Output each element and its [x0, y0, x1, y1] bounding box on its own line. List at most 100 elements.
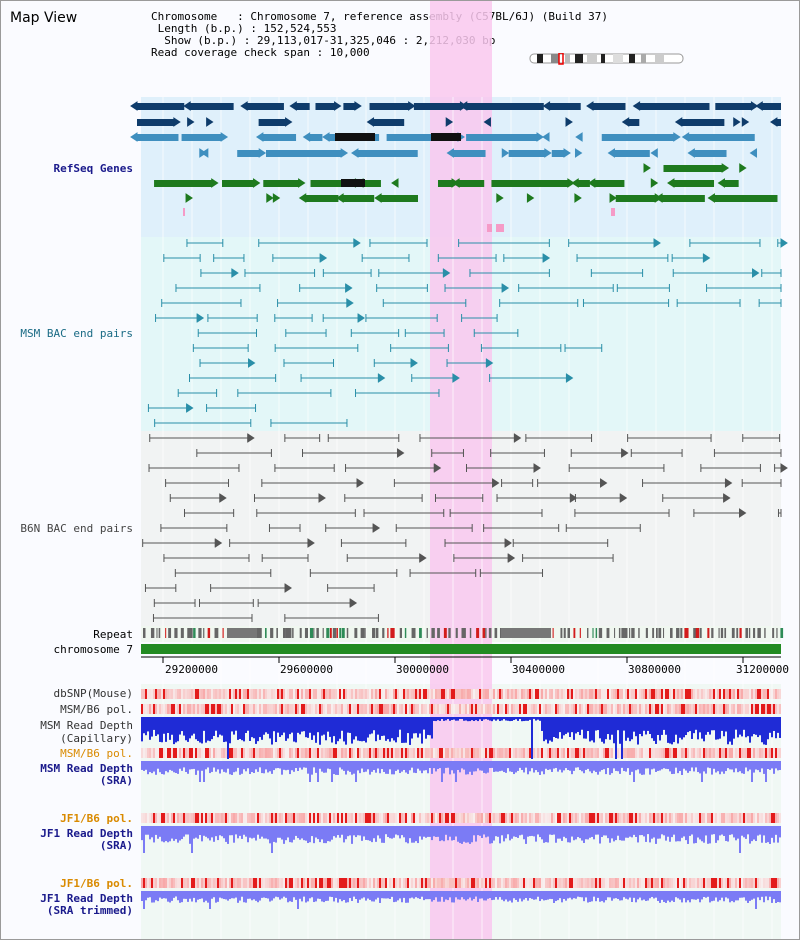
jf1-sra-depth-bar	[637, 826, 639, 843]
repeat-element	[485, 628, 487, 638]
jf1-sra-trimmed-depth-bar	[615, 891, 617, 899]
jf1-b6-pol-cell	[319, 878, 321, 888]
jf1-sra-depth-bar	[233, 826, 235, 843]
dbsnp-cell	[245, 689, 247, 699]
jf1-sra-trimmed-depth-bar	[463, 891, 465, 900]
track-label-msm-b6-pol-1[interactable]: MSM/B6 pol.	[60, 703, 133, 716]
msm-sra-depth-bar	[161, 761, 163, 775]
jf1-b6-pol-cell	[287, 813, 289, 823]
track-label-msm-depth-cap[interactable]: MSM Read Depth	[40, 719, 133, 732]
msm-b6-pol-cell	[409, 704, 411, 714]
jf1-b6-pol-cell	[187, 813, 189, 823]
jf1-b6-pol-cell	[593, 813, 595, 823]
msm-sra-depth-bar	[217, 761, 219, 770]
msm-sra-depth-bar	[771, 761, 773, 769]
msm-sra-depth-bar	[429, 761, 431, 769]
msm-b6-pol-cell	[627, 748, 629, 758]
track-label-jf1-b6-pol-2[interactable]: JF1/B6 pol.	[60, 877, 133, 890]
track-label-dbsnp[interactable]: dbSNP(Mouse)	[53, 687, 133, 700]
track-label-repeat[interactable]: Repeat	[93, 628, 133, 641]
jf1-b6-pol-cell	[751, 813, 753, 823]
jf1-sra-trimmed-depth-bar	[249, 891, 251, 899]
dbsnp-cell	[353, 689, 355, 699]
msm-b6-pol-cell	[361, 748, 363, 758]
jf1-b6-pol-cell	[413, 813, 415, 823]
dbsnp-cell	[773, 689, 775, 699]
track-label-jf1-depth[interactable]: JF1 Read Depth	[40, 827, 133, 840]
msm-b6-pol-cell	[335, 748, 337, 758]
jf1-b6-pol-cell	[609, 813, 611, 823]
jf1-b6-pol-cell	[313, 878, 315, 888]
repeat-element	[443, 628, 447, 638]
jf1-b6-pol-cell	[777, 813, 779, 823]
msm-capillary-depth-bar	[295, 717, 297, 743]
dbsnp-cell	[319, 689, 321, 699]
msm-capillary-depth-bar	[599, 717, 601, 739]
jf1-b6-pol-cell	[557, 878, 559, 888]
jf1-b6-pol-cell	[213, 878, 215, 888]
jf1-sra-depth-bar	[421, 826, 423, 840]
track-label-chromosome[interactable]: chromosome 7	[53, 643, 133, 656]
jf1-b6-pol-cell	[149, 813, 151, 823]
msm-capillary-depth-bar	[247, 717, 249, 731]
track-label-refseq[interactable]: RefSeq Genes	[53, 162, 133, 175]
msm-sra-depth-bar	[255, 761, 257, 770]
dbsnp-cell	[317, 689, 319, 699]
msm-sra-depth-bar	[201, 761, 203, 771]
dbsnp-cell	[339, 689, 341, 699]
msm-sra-depth-bar	[357, 761, 359, 771]
msm-sra-depth-bar	[695, 761, 697, 768]
msm-b6-pol-cell	[277, 748, 279, 758]
jf1-sra-depth-bar	[589, 826, 591, 838]
jf1-b6-pol-cell	[303, 813, 305, 823]
msm-capillary-depth-bar	[163, 717, 165, 734]
jf1-b6-pol-cell	[401, 813, 403, 823]
jf1-b6-pol-cell	[413, 878, 415, 888]
jf1-sra-depth-bar	[207, 826, 209, 839]
jf1-b6-pol-cell	[259, 878, 261, 888]
gene-block	[508, 150, 545, 157]
jf1-b6-pol-cell	[571, 878, 573, 888]
jf1-sra-depth-bar	[397, 826, 399, 836]
msm-b6-pol-cell	[677, 704, 679, 714]
msm-capillary-depth-bar	[571, 717, 573, 733]
jf1-sra-trimmed-depth-bar	[421, 891, 423, 897]
jf1-sra-trimmed-depth-bar	[637, 891, 639, 900]
msm-capillary-depth-bar	[175, 717, 177, 743]
msm-sra-depth-bar	[757, 761, 759, 771]
jf1-b6-pol-cell	[141, 813, 143, 823]
jf1-b6-pol-cell	[551, 813, 553, 823]
jf1-b6-pol-cell	[739, 813, 741, 823]
track-label-jf1-depth-trim[interactable]: JF1 Read Depth	[40, 892, 133, 905]
msm-capillary-depth-bar	[171, 717, 173, 735]
track-label-msm-bac[interactable]: MSM BAC end pairs	[20, 327, 133, 340]
msm-sra-depth-bar	[399, 761, 401, 774]
feature-arrow	[298, 178, 306, 188]
track-label-jf1-b6-pol-1[interactable]: JF1/B6 pol.	[60, 812, 133, 825]
jf1-b6-pol-cell	[371, 878, 373, 888]
track-label-msm-b6-pol-2[interactable]: MSM/B6 pol.	[60, 747, 133, 760]
jf1-sra-trimmed-depth-bar	[341, 891, 343, 902]
dbsnp-cell	[209, 689, 211, 699]
msm-capillary-depth-bar	[753, 717, 755, 735]
chromosome-ideogram[interactable]	[529, 53, 685, 65]
track-label-msm-depth-sra[interactable]: MSM Read Depth	[40, 762, 133, 775]
jf1-b6-pol-cell	[753, 813, 755, 823]
msm-sra-depth-bar	[311, 761, 313, 775]
msm-b6-pol-cell	[459, 704, 461, 714]
msm-b6-pol-cell	[209, 748, 211, 758]
jf1-sra-trimmed-depth-bar	[525, 891, 527, 898]
msm-capillary-depth-bar	[635, 717, 637, 737]
jf1-sra-depth-bar	[721, 826, 723, 835]
msm-b6-pol-cell	[601, 748, 603, 758]
msm-b6-pol-cell	[669, 748, 671, 758]
msm-sra-depth-bar	[669, 761, 671, 772]
track-label-b6n-bac[interactable]: B6N BAC end pairs	[20, 522, 133, 535]
dbsnp-cell	[425, 689, 427, 699]
msm-sra-depth-bar	[473, 761, 475, 772]
msm-sra-depth-bar	[193, 761, 195, 769]
repeat-element	[563, 628, 566, 638]
msm-sra-depth-bar	[691, 761, 693, 768]
msm-capillary-depth-bar	[743, 717, 745, 730]
